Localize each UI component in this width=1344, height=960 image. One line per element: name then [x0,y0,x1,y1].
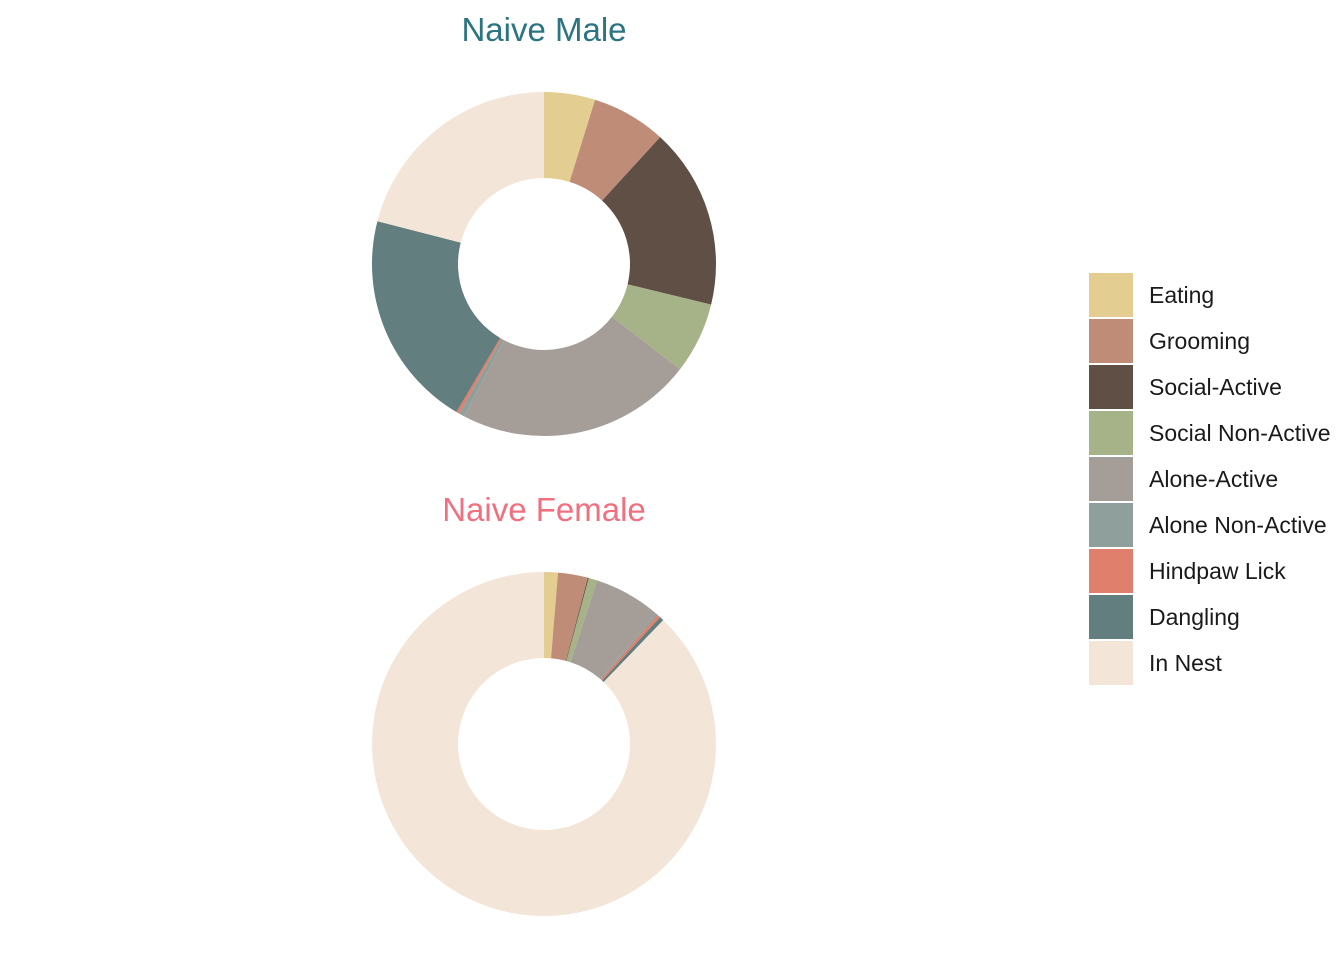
female-donut-chart [372,572,716,916]
legend-swatch-alone-non-active [1089,503,1133,547]
male-slice-grooming [569,99,661,201]
legend-swatch-social-non-active [1089,411,1133,455]
female-slice-grooming [551,572,588,661]
male-slice-hindpaw-lick [456,338,502,414]
legend-item-eating: Eating [1089,272,1339,318]
male-slice-dangling [372,221,501,413]
male-slice-eating [544,92,596,182]
legend-item-dangling: Dangling [1089,594,1339,640]
male-donut-chart [372,92,716,437]
legend-label-in-nest: In Nest [1149,650,1222,676]
legend-label-social-active: Social-Active [1149,374,1282,400]
legend-swatch-social-active [1089,365,1133,409]
legend: Eating Grooming Social-Active Social Non… [1089,272,1339,686]
female-slice-dangling [602,617,664,683]
legend-swatch-hindpaw-lick [1089,549,1133,593]
legend-item-alone-active: Alone-Active [1089,456,1339,502]
legend-item-grooming: Grooming [1089,318,1339,364]
legend-item-alone-non-active: Alone Non-Active [1089,502,1339,548]
female-slice-in-nest [372,572,716,916]
female-slice-social-non-active [566,577,598,663]
legend-label-dangling: Dangling [1149,604,1240,630]
legend-label-alone-active: Alone-Active [1149,466,1279,492]
legend-item-social-active: Social-Active [1089,364,1339,410]
male-slice-in-nest [377,92,544,243]
female-slice-alone-active [570,580,657,679]
legend-swatch-eating [1089,273,1133,317]
male-slice-social-active [602,137,716,305]
legend-swatch-dangling [1089,595,1133,639]
male-slice-social-non-active [611,284,712,370]
female-slice-hindpaw-lick [600,614,661,681]
legend-label-hindpaw-lick: Hindpaw Lick [1149,558,1286,584]
female-slice-alone-non-active [600,613,658,680]
legend-item-social-non-active: Social Non-Active [1089,410,1339,456]
legend-swatch-grooming [1089,319,1133,363]
legend-swatch-alone-active [1089,457,1133,501]
legend-label-alone-non-active: Alone Non-Active [1149,512,1327,538]
female-slice-social-active [565,577,589,661]
legend-swatch-in-nest [1089,641,1133,685]
male-slice-alone-non-active [459,338,504,417]
female-slice-eating [544,572,559,659]
legend-item-in-nest: In Nest [1089,640,1339,686]
legend-item-hindpaw-lick: Hindpaw Lick [1089,548,1339,594]
legend-label-eating: Eating [1149,282,1215,308]
female-chart-title: Naive Female [442,491,646,528]
legend-label-grooming: Grooming [1149,328,1250,354]
male-slice-alone-active [463,316,680,437]
male-chart-title: Naive Male [461,11,627,48]
legend-label-social-non-active: Social Non-Active [1149,420,1331,446]
